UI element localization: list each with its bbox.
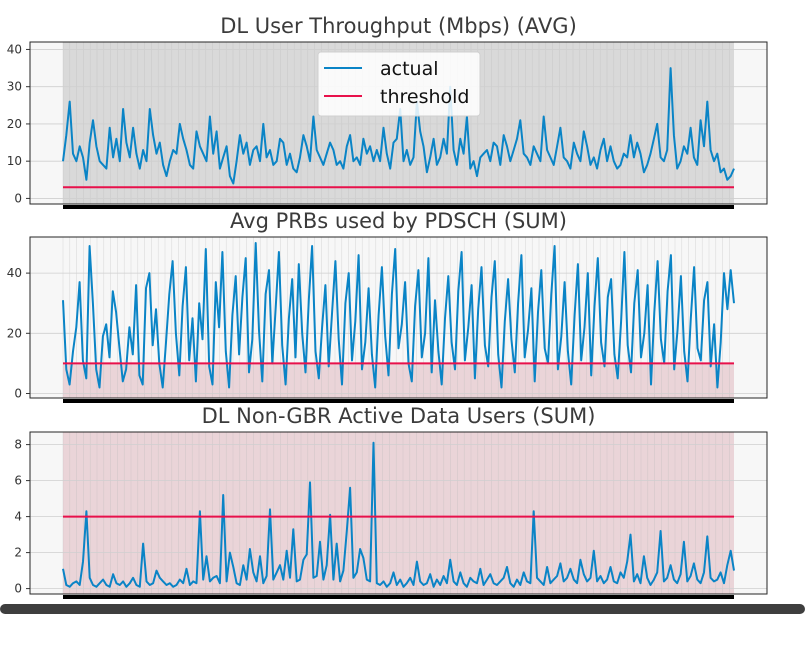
legend-label-threshold: threshold (380, 86, 469, 108)
y-tick-label: 0 (14, 191, 22, 205)
x-tick-band (63, 399, 734, 403)
legend: actual threshold (317, 51, 481, 117)
legend-label-actual: actual (380, 58, 439, 80)
axes-frame (29, 431, 768, 595)
series-actual-line (62, 441, 735, 588)
shaded-zone (63, 363, 734, 398)
x-tick-band (63, 205, 734, 209)
y-tick-label: 20 (7, 326, 22, 340)
y-tick-label: 40 (7, 42, 22, 56)
shaded-zone (63, 432, 734, 594)
plot-area (30, 237, 767, 398)
y-tick-label: 2 (14, 546, 22, 560)
y-tick-label: 8 (14, 438, 22, 452)
chart-title: Avg PRBs used by PDSCH (SUM) (230, 209, 567, 233)
y-tick-label: 0 (14, 582, 22, 596)
x-tick-band (63, 595, 734, 599)
horizontal-scrollbar (0, 604, 805, 614)
y-tick-label: 30 (7, 80, 22, 94)
chart-panel-1: 0 10 20 30 40 DL User Throughput (Mbps) (AVG)… (7, 14, 768, 209)
y-tick-label: 6 (14, 474, 22, 488)
chart-title: DL Non-GBR Active Data Users (SUM) (202, 404, 596, 428)
chart-panel-3: 0 2 4 6 8 DL Non-GBR Active Data Users (SUM) (14, 404, 768, 599)
plot-area (30, 432, 767, 594)
series-actual-line (62, 242, 735, 389)
chart-panel-2: 0 20 40 Avg PRBs used by PDSCH (SUM) (7, 209, 768, 403)
y-tick-label: 40 (7, 266, 22, 280)
axes-frame (29, 41, 768, 205)
y-tick-label: 0 (14, 386, 22, 400)
axes-frame (29, 236, 768, 399)
y-tick-label: 20 (7, 117, 22, 131)
series-actual-line (62, 67, 735, 185)
chart-title: DL User Throughput (Mbps) (AVG) (220, 14, 577, 38)
y-tick-label: 10 (7, 154, 22, 168)
y-tick-label: 4 (14, 510, 22, 524)
